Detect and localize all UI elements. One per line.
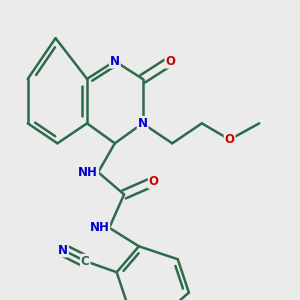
- Text: C: C: [81, 255, 90, 268]
- Text: N: N: [58, 244, 68, 256]
- Text: O: O: [225, 133, 235, 146]
- Text: NH: NH: [89, 221, 109, 234]
- Text: N: N: [138, 117, 148, 130]
- Text: N: N: [110, 55, 120, 68]
- Text: O: O: [149, 175, 159, 188]
- Text: O: O: [165, 55, 176, 68]
- Text: NH: NH: [78, 166, 98, 179]
